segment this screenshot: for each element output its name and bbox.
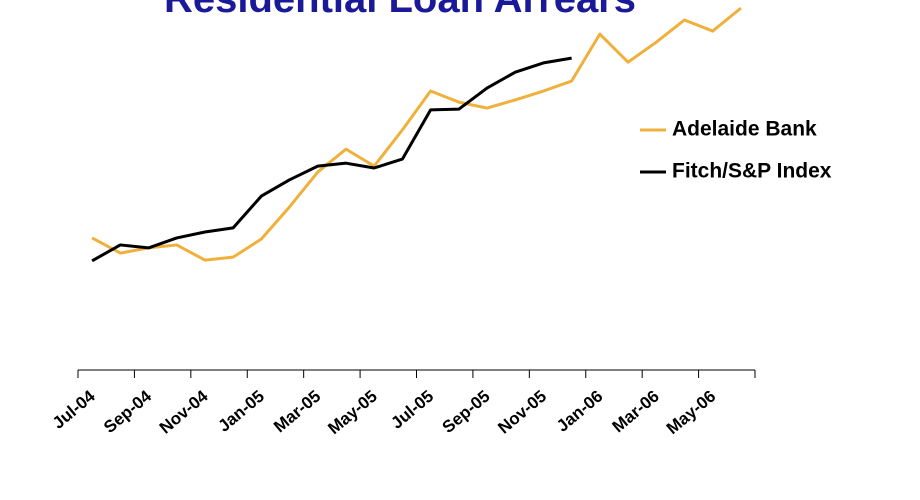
x-tick-label: Nov-05 [494, 387, 550, 438]
series-line [91, 6, 742, 262]
legend-label: Adelaide Bank [672, 118, 817, 141]
x-tick-label: May-06 [663, 387, 719, 439]
x-tick-label: Sep-04 [100, 386, 155, 437]
x-tick-label: Jan-06 [553, 387, 606, 436]
x-tick-label: May-05 [324, 387, 380, 439]
x-tick-label: Mar-05 [270, 387, 324, 437]
x-tick-label: Jan-05 [214, 387, 267, 436]
x-tick-label: Jul-05 [387, 387, 437, 433]
x-tick-label: Nov-04 [156, 386, 212, 437]
x-tick-label: Mar-06 [609, 387, 663, 437]
series-line [91, 56, 572, 263]
chart-title: Residential Loan Arrears [164, 0, 636, 21]
x-tick-label: Jul-04 [49, 386, 99, 432]
legend-label: Fitch/S&P Index [672, 160, 832, 183]
x-tick-label: Sep-05 [439, 387, 494, 437]
